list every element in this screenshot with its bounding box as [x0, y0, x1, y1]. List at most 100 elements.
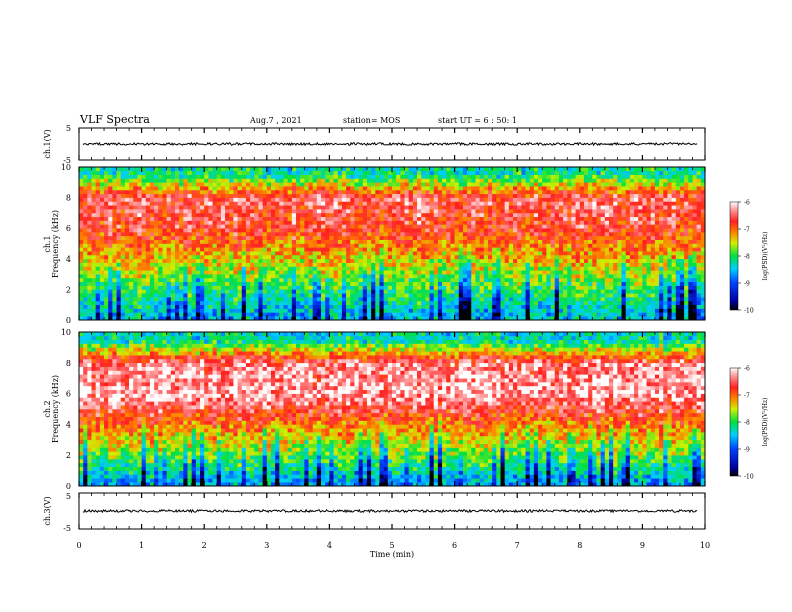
spectrogram-ch1-cell	[220, 189, 226, 195]
spectrogram-ch1-image	[79, 167, 705, 320]
spectrogram-ch1-cell	[467, 205, 472, 210]
spectrogram-ch1-cell	[237, 228, 243, 233]
spectrogram-ch1-cell	[354, 178, 359, 183]
spectrogram-ch1-cell	[575, 316, 581, 320]
spectrogram-ch1-cell	[479, 193, 485, 198]
station-label: station= MOS	[343, 116, 400, 125]
spectrogram-ch1-cell	[183, 251, 188, 256]
spectrogram-ch1-cell	[133, 293, 138, 298]
spectrogram-ch1-cell	[442, 228, 447, 233]
spectrogram-ch1-cell	[325, 262, 330, 267]
spectrogram-ch1-cell	[266, 277, 272, 283]
spectrogram-ch1-cell	[433, 304, 439, 309]
spectrogram-ch1-cell	[563, 270, 568, 275]
spectrogram-ch1-cell	[563, 258, 568, 263]
spectrogram-ch1-cell	[504, 201, 510, 206]
spectrogram-ch1-cell	[396, 209, 401, 214]
spectrogram-ch1-cell	[366, 274, 372, 279]
spectrogram-ch1-cell	[496, 224, 501, 229]
spectrogram-ch1-cell	[145, 289, 151, 294]
spectrogram-ch1-cell	[350, 232, 355, 237]
spectrogram-ch1-cell	[208, 266, 213, 271]
spectrogram-ch1-cell	[321, 308, 326, 313]
spectrogram-ch1-cell	[120, 308, 126, 313]
spectrogram-ch1-cell	[241, 239, 247, 244]
spectrogram-ch1-cell	[508, 254, 514, 260]
spectrogram-ch1-cell	[500, 186, 505, 191]
spectrogram-ch1-cell	[208, 293, 213, 298]
spectrogram-ch1-cell	[471, 297, 476, 302]
spectrogram-ch1-cell	[417, 247, 422, 252]
spectrogram-ch1-cell	[567, 209, 572, 214]
spectrogram-ch1-cell	[358, 285, 364, 290]
spectrogram-ch1-cell	[513, 297, 518, 302]
spectrogram-ch1-cell	[258, 247, 263, 252]
spectrogram-ch1-cell	[291, 285, 297, 290]
spectrogram-ch1-cell	[538, 266, 543, 271]
spectrogram-ch1-cell	[366, 197, 372, 202]
spectrogram-ch1-cell	[483, 178, 489, 183]
spectrogram-ch1-cell	[412, 262, 418, 267]
spectrogram-ch1-cell	[392, 247, 397, 252]
spectrogram-ch1-cell	[129, 316, 134, 320]
spectrogram-ch1-cell	[542, 201, 547, 206]
spectrogram-ch1-cell	[533, 239, 539, 244]
spectrogram-ch1-cell	[350, 254, 355, 260]
spectrogram-ch1-cell	[95, 289, 101, 294]
spectrogram-ch1-cell	[233, 270, 238, 275]
spectrogram-ch1-cell	[421, 274, 426, 279]
spectrogram-ch1-cell	[79, 274, 84, 279]
spectrogram-ch1-cell	[283, 277, 288, 283]
spectrogram-ch1-cell	[433, 167, 439, 172]
spectrogram-ch1-cell	[308, 266, 313, 271]
spectrogram-ch1-cell	[250, 270, 255, 275]
spectrogram-ch1-cell	[316, 232, 322, 237]
spectrogram-ch1-cell	[446, 235, 451, 240]
spectrogram-ch1-cell	[375, 274, 380, 279]
spectrogram-ch1-cell	[546, 316, 551, 320]
spectrogram-ch1-cell	[546, 201, 551, 206]
spectrogram-ch1-cell	[262, 212, 268, 218]
spectrogram-ch1-cell	[387, 220, 393, 225]
spectrogram-ch1-cell	[479, 182, 485, 187]
spectrogram-ch1-cell	[450, 285, 455, 290]
spectrogram-ch1-cell	[279, 258, 284, 263]
spectrogram-ch1-cell	[425, 243, 430, 248]
spectrogram-ch1-cell	[308, 205, 313, 210]
spectrogram-ch1-cell	[575, 167, 581, 172]
spectrogram-ch1-cell	[300, 274, 305, 279]
spectrogram-ch1-cell	[504, 232, 510, 237]
spectrogram-ch1-cell	[308, 308, 313, 313]
spectrogram-ch1-cell	[337, 277, 343, 283]
spectrogram-ch1-cell	[421, 243, 426, 248]
spectrogram-ch1-cell	[450, 251, 455, 256]
spectrogram-ch1-cell	[546, 178, 551, 183]
spectrogram-ch1-cell	[187, 254, 192, 260]
spectrogram-ch1-cell	[446, 220, 451, 225]
spectrogram-ch1-cell	[95, 308, 101, 313]
spectrogram-ch1-cell	[329, 281, 334, 286]
spectrogram-ch1-cell	[525, 262, 531, 267]
spectrogram-ch1-cell	[421, 312, 426, 317]
spectrogram-ch1-cell	[579, 262, 585, 267]
spectrogram-ch1-cell	[454, 312, 460, 317]
spectrogram-ch1-cell	[417, 178, 422, 183]
spectrogram-ch1-cell	[408, 228, 414, 233]
spectrogram-ch1-cell	[195, 224, 201, 229]
spectrogram-ch1-cell	[525, 201, 531, 206]
spectrogram-ch1-cell	[304, 186, 309, 191]
spectrogram-ch1-cell	[487, 209, 493, 214]
spectrogram-ch1-cell	[245, 297, 251, 302]
spectrogram-ch1-cell	[91, 316, 96, 320]
spectrogram-ch1-cell	[517, 235, 522, 240]
spectrogram-ch1-cell	[300, 220, 305, 225]
spectrogram-ch1-cell	[437, 228, 443, 233]
spectrogram-ch1-cell	[220, 205, 226, 210]
spectrogram-ch1-cell	[283, 297, 288, 302]
spectrogram-ch1-cell	[487, 247, 493, 252]
spectrogram-ch1-cell	[354, 300, 359, 306]
spectrogram-ch1-cell	[250, 281, 255, 286]
spectrogram-ch1-cell	[475, 308, 480, 313]
spectrogram-ch1-cell	[458, 243, 464, 248]
spectrogram-ch1-cell	[496, 232, 501, 237]
